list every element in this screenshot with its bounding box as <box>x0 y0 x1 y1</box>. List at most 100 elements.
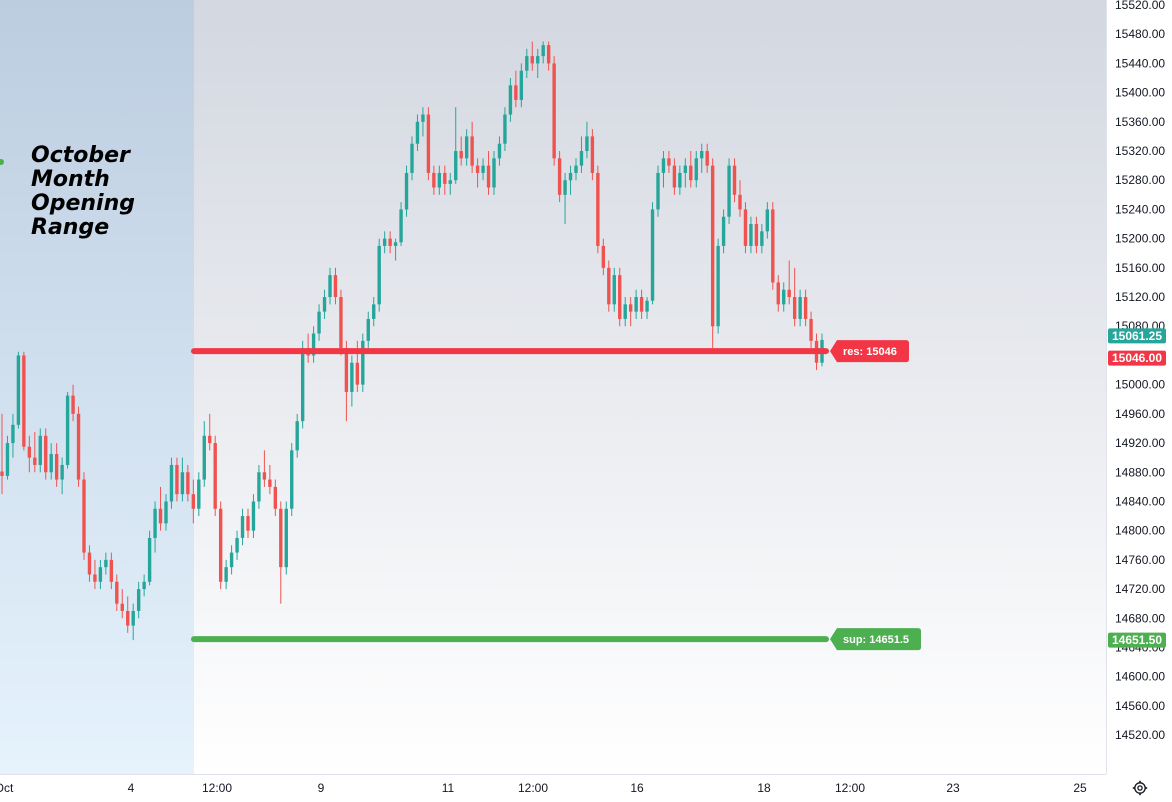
candle <box>82 472 86 560</box>
time-axis-bg[interactable] <box>0 774 1106 802</box>
candle <box>235 530 239 560</box>
annotation-line-4: Range <box>31 215 109 240</box>
candle <box>683 158 688 188</box>
candle <box>202 421 206 487</box>
x-tick-label: 9 <box>318 781 325 795</box>
candle <box>497 136 502 166</box>
candle <box>563 172 567 225</box>
y-tick-label: 14760.00 <box>1115 553 1165 567</box>
candle <box>65 391 70 469</box>
candle <box>393 238 398 261</box>
candle <box>109 552 114 590</box>
candle <box>514 70 518 108</box>
candle <box>754 216 759 254</box>
candle <box>257 464 261 509</box>
y-tick-label: 15120.00 <box>1115 290 1165 304</box>
candle <box>246 508 250 538</box>
gear-icon <box>1132 780 1148 796</box>
candle <box>443 165 447 195</box>
candle <box>142 574 146 597</box>
candle <box>76 406 81 487</box>
candle <box>618 267 622 327</box>
candle <box>328 267 332 305</box>
candle <box>229 545 234 575</box>
candles-layer <box>0 41 824 641</box>
candle <box>454 107 458 184</box>
candle <box>377 238 381 312</box>
candle <box>339 289 343 356</box>
candle <box>115 574 119 611</box>
candle <box>803 289 808 327</box>
candle <box>541 41 545 64</box>
candle <box>322 289 327 319</box>
candle <box>22 351 26 451</box>
annotation-line-1: October <box>31 143 131 168</box>
candle <box>705 143 709 173</box>
candle <box>49 443 53 480</box>
candle <box>197 472 201 517</box>
price-axis-bg[interactable] <box>1106 0 1172 802</box>
candle <box>623 297 627 327</box>
candle <box>240 508 245 546</box>
annotation-line-3: Opening <box>31 191 135 216</box>
candle <box>667 151 671 173</box>
candle <box>361 333 365 392</box>
annotation-line-2: Month <box>31 167 110 192</box>
candle <box>60 457 64 495</box>
candle <box>519 63 524 108</box>
candle <box>311 326 316 363</box>
candle <box>175 457 179 502</box>
candle <box>508 78 513 122</box>
y-tick-label: 14840.00 <box>1115 494 1165 508</box>
candle <box>628 297 633 327</box>
candle <box>579 136 584 173</box>
candle <box>218 501 223 590</box>
candle <box>448 172 452 195</box>
y-tick-label: 15360.00 <box>1115 115 1165 129</box>
candle <box>186 464 190 502</box>
candle <box>492 151 496 195</box>
candle <box>5 435 10 480</box>
candle <box>661 151 666 188</box>
candle <box>486 151 491 195</box>
candle <box>284 501 288 575</box>
candle <box>120 589 124 619</box>
candle <box>158 486 163 531</box>
candle <box>399 202 403 246</box>
candle <box>300 340 305 429</box>
candle <box>716 238 720 334</box>
y-tick-label: 15440.00 <box>1115 56 1165 70</box>
candle <box>38 428 42 473</box>
candle <box>776 275 780 312</box>
candle <box>503 107 507 152</box>
candle <box>760 224 764 254</box>
support-tag-label: sup: 14651.5 <box>843 634 909 646</box>
x-tick-label: 12:00 <box>835 781 865 795</box>
support-price-label: 14651.50 <box>1112 633 1162 647</box>
candle <box>421 107 425 137</box>
x-tick-label: 16 <box>630 781 644 795</box>
x-tick-label: 12:00 <box>518 781 548 795</box>
candle <box>798 289 802 327</box>
x-tick-label: 4 <box>128 781 135 795</box>
candle <box>672 158 677 195</box>
candle <box>612 267 616 312</box>
candle <box>415 114 420 152</box>
support-tag: sup: 14651.5 <box>830 628 921 651</box>
candle <box>710 158 715 349</box>
annotation-text: October Month Opening Range <box>31 143 135 240</box>
time-axis-ticks: Oct 4 12:00 9 11 12:00 16 18 12:00 23 25 <box>0 781 1087 795</box>
y-tick-label: 14520.00 <box>1115 728 1165 742</box>
candle <box>54 443 59 487</box>
candle <box>295 413 299 458</box>
x-tick-label: Oct <box>0 781 14 795</box>
x-tick-label: 11 <box>442 781 455 795</box>
chart-settings-button[interactable] <box>1130 778 1150 798</box>
candle <box>596 165 600 254</box>
y-tick-label: 14800.00 <box>1115 524 1165 538</box>
candle <box>481 158 485 181</box>
candle <box>404 165 409 217</box>
candle <box>809 311 813 349</box>
candle <box>634 289 638 319</box>
